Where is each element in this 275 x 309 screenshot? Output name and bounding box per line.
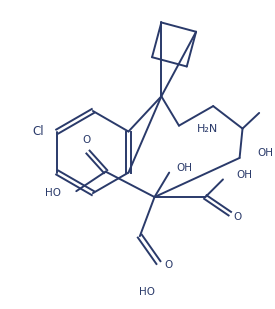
Text: O: O bbox=[164, 260, 172, 270]
Text: HO: HO bbox=[139, 287, 155, 297]
Text: Cl: Cl bbox=[32, 125, 44, 138]
Text: OH: OH bbox=[237, 170, 253, 180]
Text: OH: OH bbox=[257, 148, 273, 158]
Text: O: O bbox=[82, 135, 90, 145]
Text: H₂N: H₂N bbox=[197, 124, 218, 133]
Text: HO: HO bbox=[45, 188, 60, 198]
Text: O: O bbox=[233, 212, 242, 222]
Text: OH: OH bbox=[176, 163, 192, 173]
